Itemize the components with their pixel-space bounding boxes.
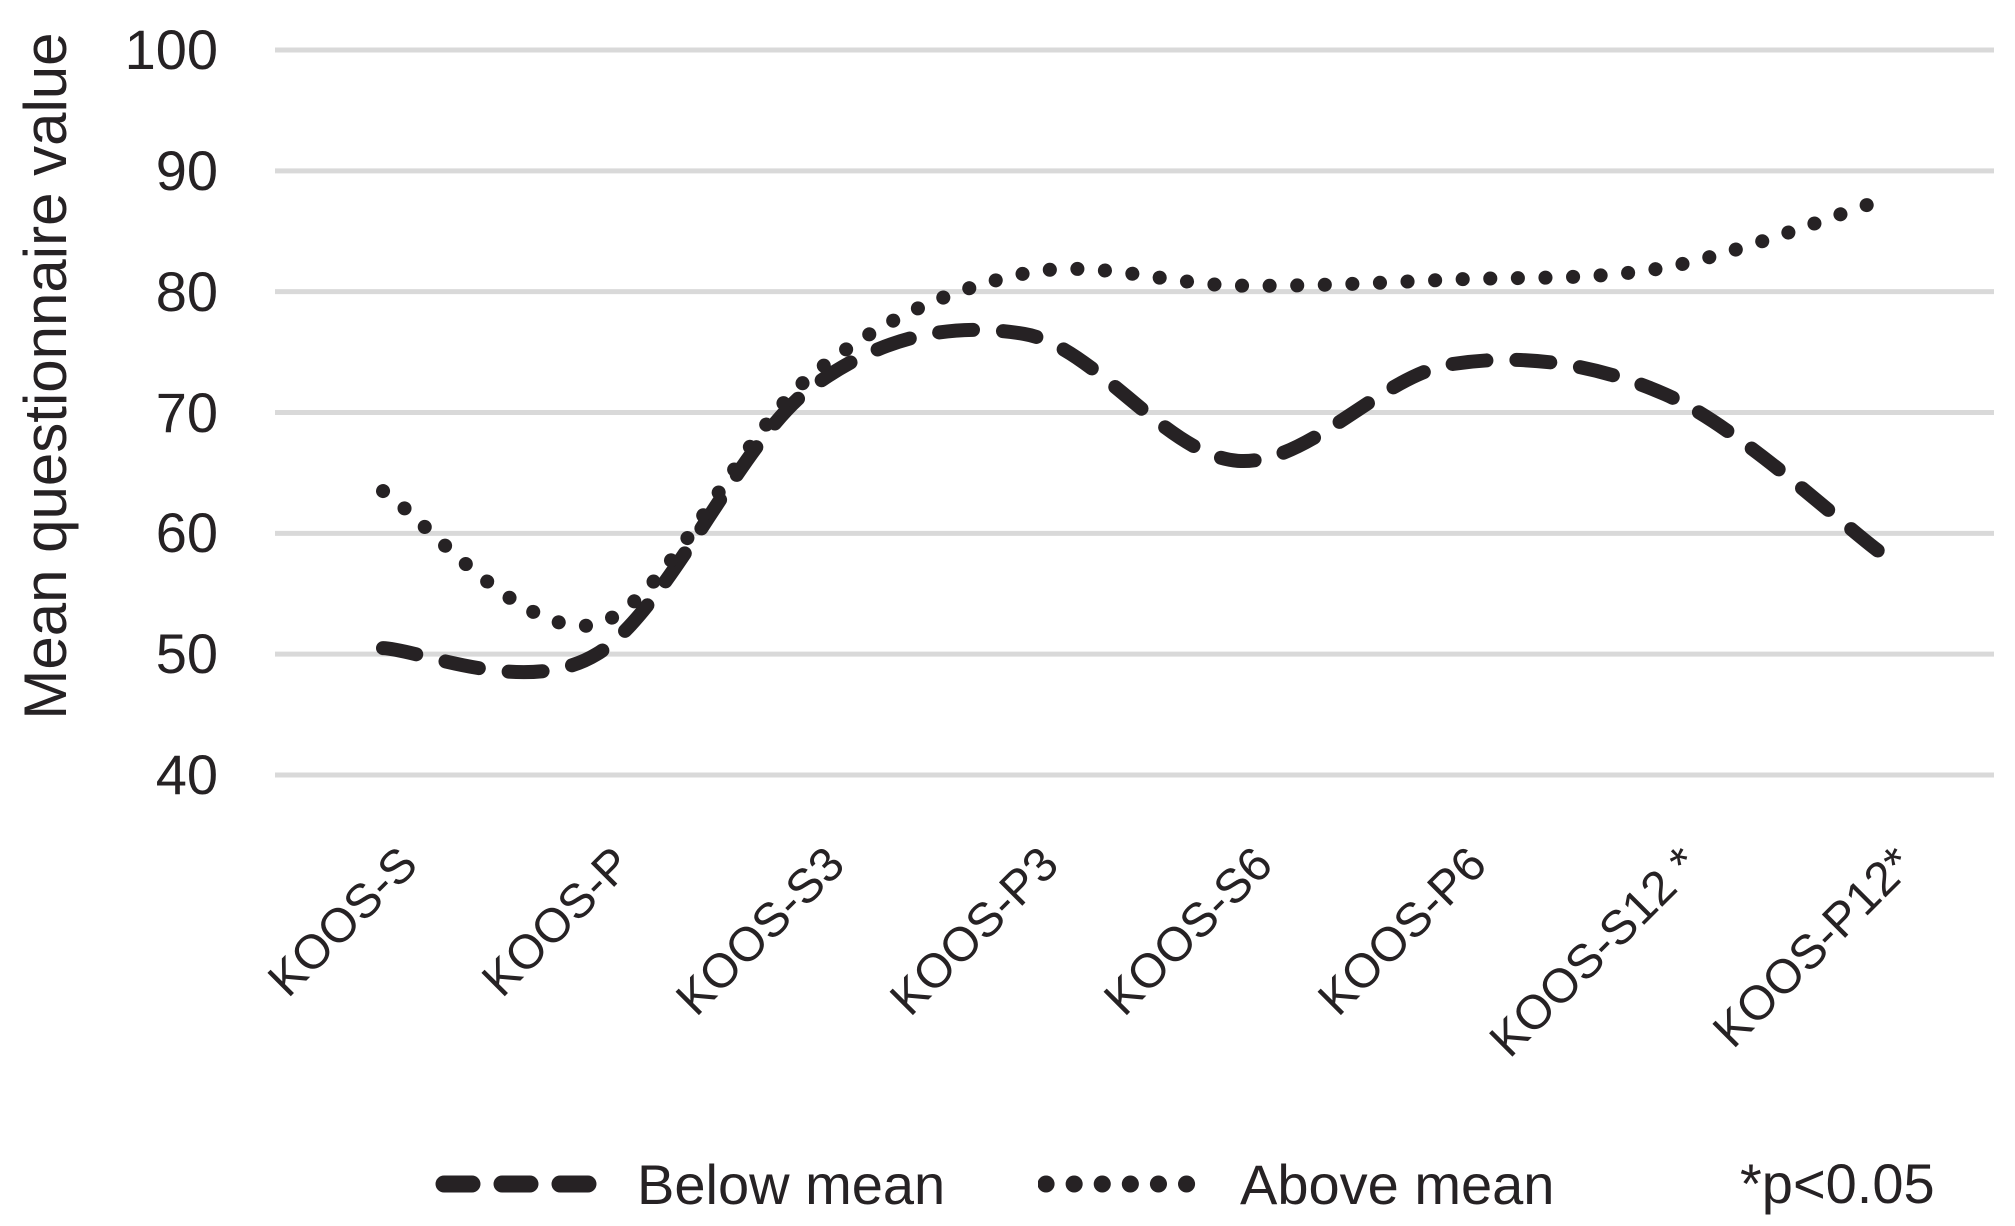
significance-annotation: *p<0.05	[1740, 1152, 1935, 1215]
y-tick-label-70: 70	[155, 380, 218, 444]
dotted-line-swatch	[1038, 1175, 1210, 1193]
y-tick-label-60: 60	[155, 501, 218, 565]
legend-item-above-mean: Above mean	[1038, 1153, 1554, 1216]
dashed-line-swatch	[435, 1175, 607, 1193]
y-tick-label-80: 80	[155, 259, 218, 323]
legend-label-below-mean: Below mean	[637, 1152, 946, 1216]
series-line-below-mean	[376, 322, 1886, 680]
y-tick-label-100: 100	[124, 18, 218, 81]
legend-item-below-mean: Below mean	[435, 1153, 945, 1216]
y-tick-label-50: 50	[155, 622, 218, 686]
series-lines	[376, 194, 1886, 680]
legend-label-above-mean: Above mean	[1240, 1152, 1555, 1216]
y-tick-label-40: 40	[155, 743, 218, 806]
series-line-above-mean	[376, 194, 1886, 633]
y-tick-label-90: 90	[155, 138, 218, 202]
